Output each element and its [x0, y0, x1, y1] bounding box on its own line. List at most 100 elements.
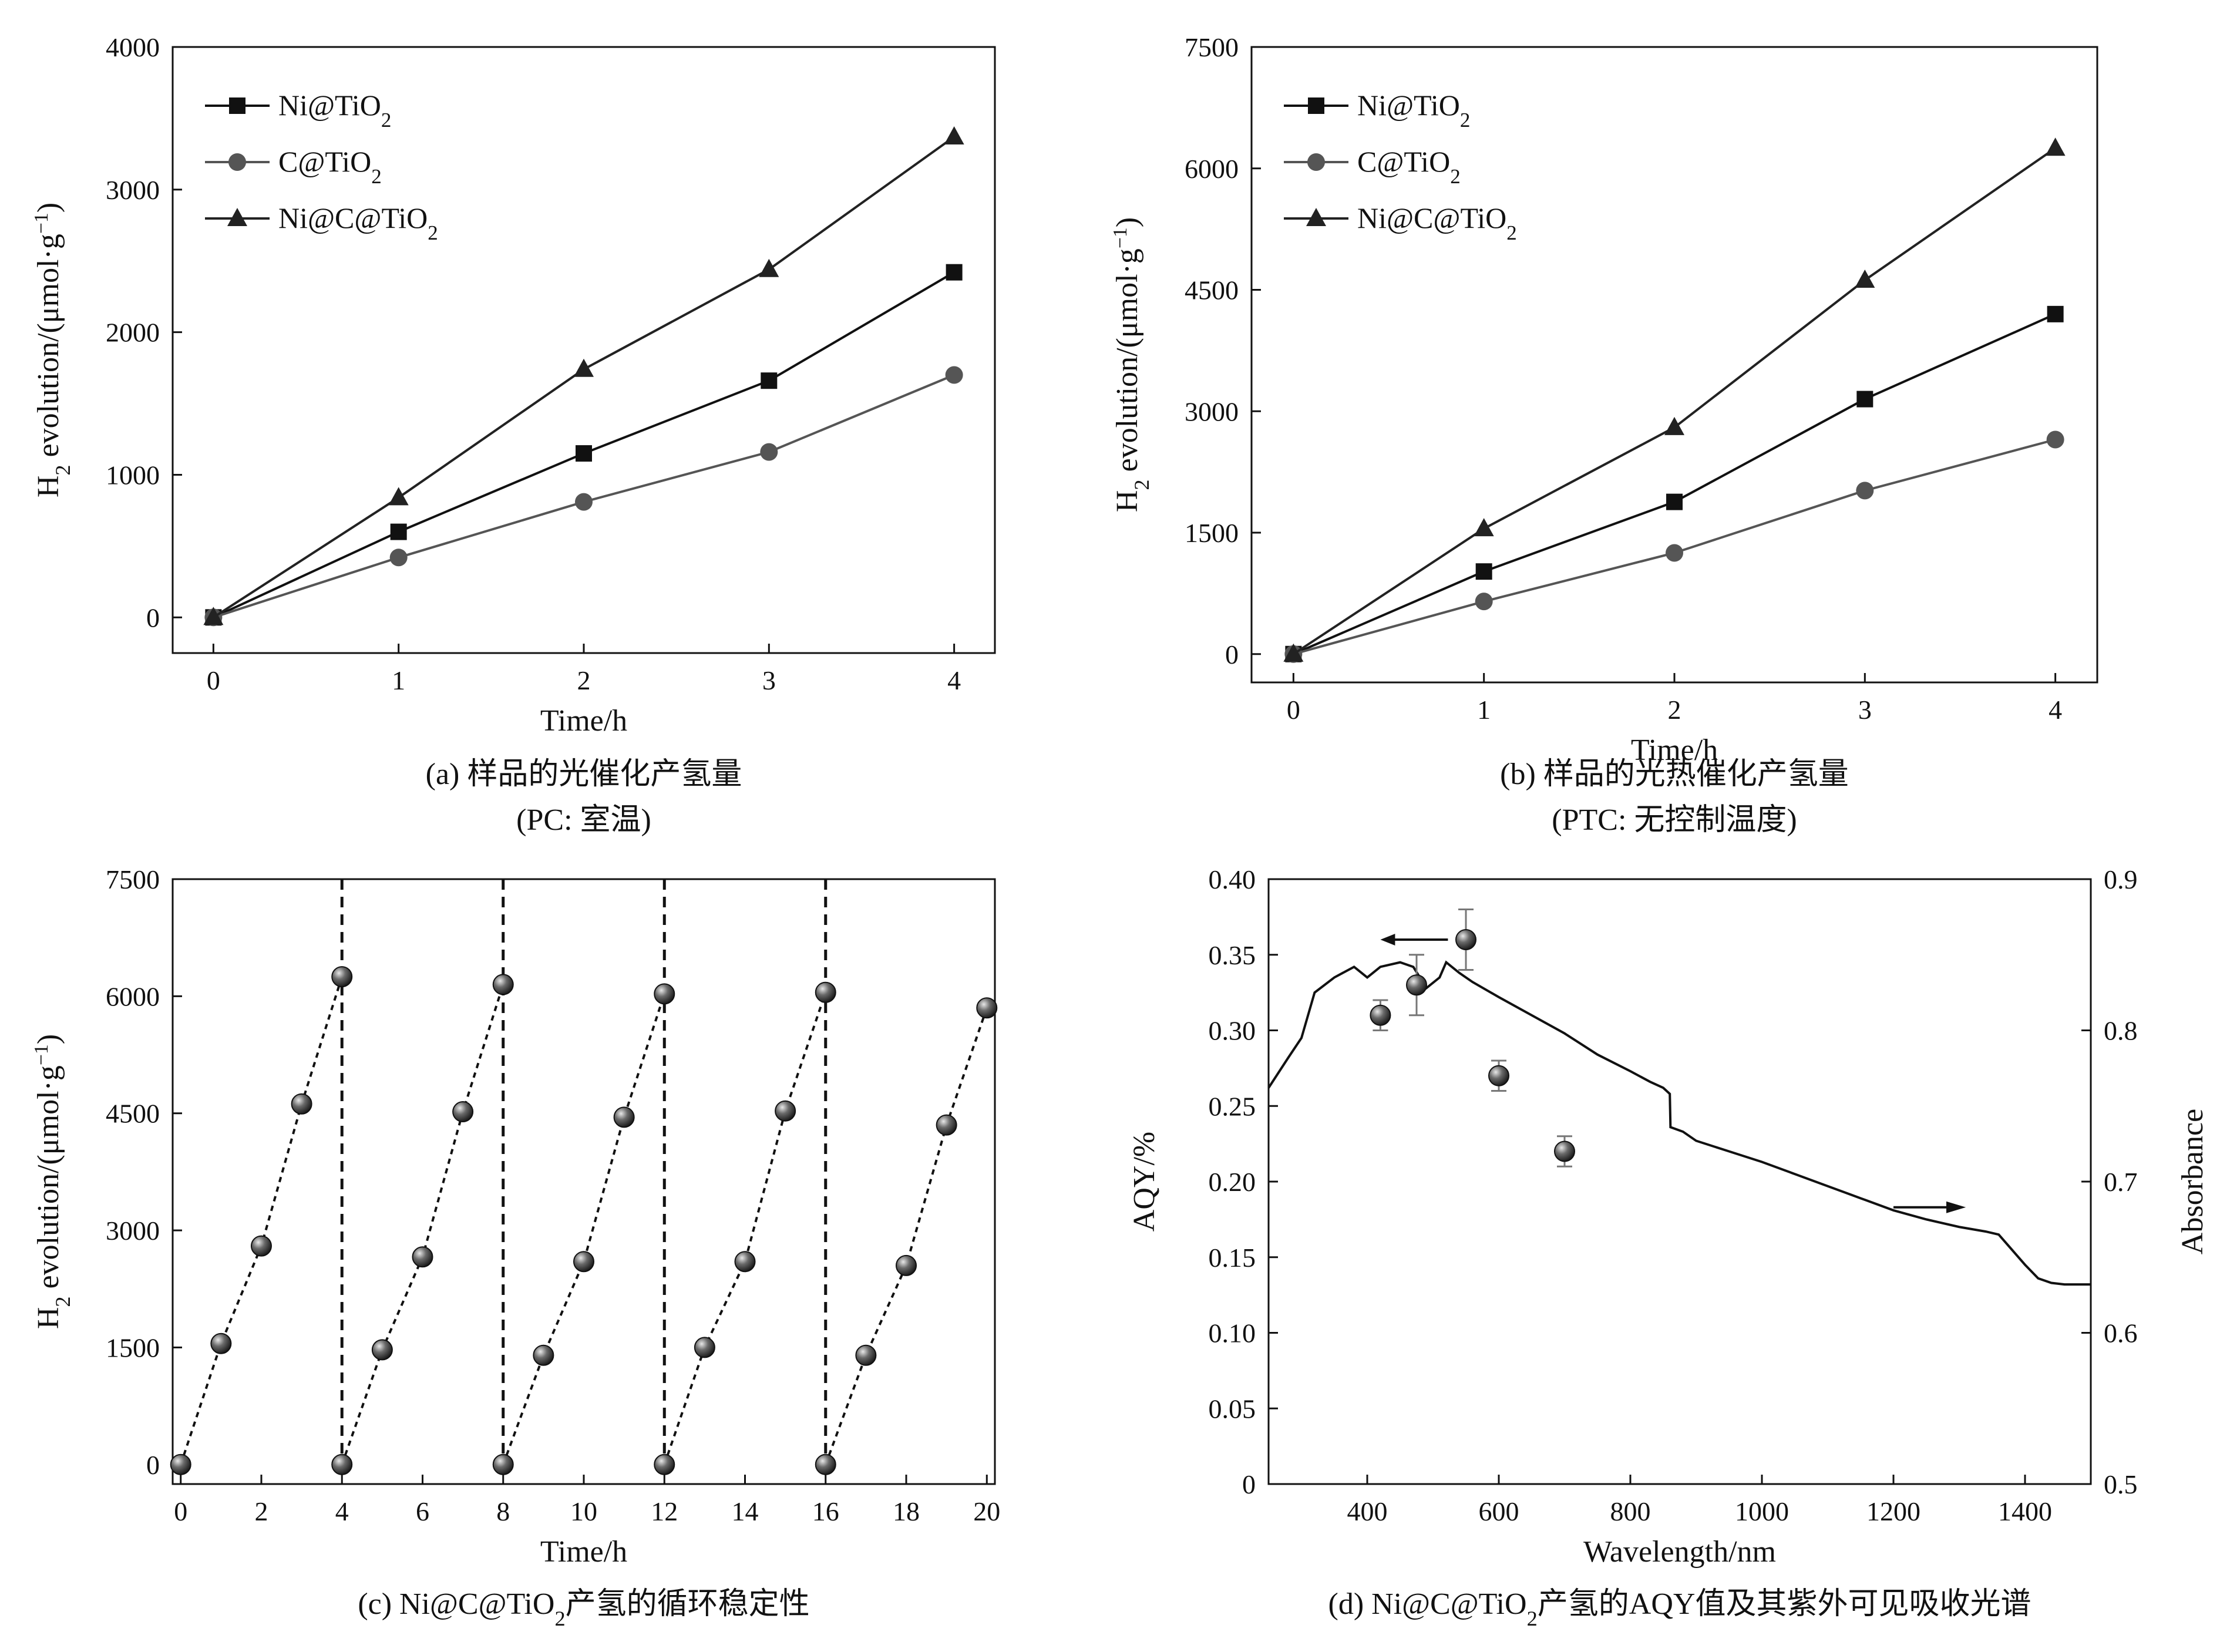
cycle-data-point: [331, 966, 353, 988]
panel-c: 0 2 4 6 8 10 12 14 16 18 20 0 1500 3000 4500 6000 7500 Ti…: [31, 864, 1001, 1630]
x-tick-label: 18: [893, 1496, 920, 1526]
cycle-data-point: [291, 1093, 312, 1115]
panel-caption-condition: (PTC: 无控制温度): [1552, 803, 1797, 837]
aqy-data-point: [1370, 1004, 1391, 1026]
y2-tick-label: 0.8: [2104, 1016, 2138, 1046]
y-tick-label: 0.20: [1209, 1167, 1256, 1197]
cycle-data-point: [855, 1344, 877, 1366]
legend-marker: [1308, 97, 1324, 114]
y-tick-label: 0.35: [1209, 940, 1256, 970]
x-tick-label: 0: [1287, 695, 1300, 725]
data-point-Ni@TiO2: [1666, 493, 1683, 510]
panel-caption: (d) Ni@C@TiO2产氢的AQY值及其紫外可见吸收光谱: [1328, 1587, 2031, 1630]
cycle-data-point: [492, 974, 514, 995]
cycle-data-point: [371, 1339, 393, 1361]
y-tick-label: 1500: [1185, 518, 1239, 548]
cycle-data-point: [613, 1106, 635, 1128]
legend-label: Ni@C@TiO2: [278, 201, 438, 244]
y-tick-label: 6000: [106, 981, 160, 1011]
plot-frame: [1267, 878, 2092, 1485]
x-tick-label: 2: [577, 665, 591, 695]
data-point-Ni@C@TiO2: [944, 126, 964, 144]
absorbance-curve: [1267, 960, 2091, 1286]
panel-b: 0 1 2 3 4 0 1500 3000 4500 6000 7500 Time/h H2 evolu…: [1109, 32, 2098, 837]
legend-label: Ni@TiO2: [278, 89, 391, 132]
legend-label: C@TiO2: [1357, 145, 1461, 188]
cycle-data-point: [815, 1454, 836, 1475]
data-point-C@TiO2: [1475, 593, 1493, 611]
y-tick-label: 1500: [106, 1333, 160, 1362]
y-axis-label: AQY/%: [1128, 1132, 1161, 1232]
x-tick-label: 1200: [1866, 1496, 1920, 1526]
cycle-data-point: [452, 1101, 474, 1123]
data-point-Ni@TiO2: [2047, 305, 2064, 322]
y-tick-label: 0: [1242, 1469, 1256, 1499]
panel-caption: (c) Ni@C@TiO2产氢的循环稳定性: [358, 1587, 809, 1630]
data-point-Ni@TiO2: [946, 264, 963, 281]
cycle-data-point: [170, 1454, 191, 1475]
cycle-data-point: [331, 1454, 353, 1475]
panel-caption-condition: (PC: 室温): [516, 803, 651, 837]
data-point-Ni@TiO2: [390, 523, 407, 540]
y-tick-label: 0: [1225, 640, 1239, 669]
left-axis-arrow: [1380, 934, 1448, 946]
aqy-data-point: [1455, 929, 1476, 950]
x-tick-label: 1: [1477, 695, 1491, 725]
x-tick-label: 2: [1668, 695, 1681, 725]
x-tick-label: 8: [496, 1496, 510, 1526]
cycle-data-point: [976, 997, 998, 1019]
data-point-Ni@C@TiO2: [1283, 643, 1304, 662]
data-point-C@TiO2: [760, 443, 778, 461]
x-axis-label: Time/h: [1631, 734, 1718, 767]
x-axis-label: Time/h: [540, 704, 627, 738]
plot-frame: [171, 46, 996, 654]
y2-tick-label: 0.9: [2104, 864, 2138, 894]
series-line-Ni@TiO2: [213, 271, 955, 619]
panel-d: 400 600 800 1000 1200 1400 0 0.05 0.10 0.15 0.20 0.…: [1128, 864, 2209, 1630]
data-point-Ni@C@TiO2: [759, 258, 779, 277]
y-tick-label: 4500: [1185, 275, 1239, 305]
data-point-Ni@C@TiO2: [1855, 269, 1875, 288]
data-point-Ni@TiO2: [576, 445, 592, 462]
cycle-line-1: [179, 976, 344, 1465]
y-tick-label: 0.30: [1209, 1016, 1256, 1046]
y-tick-label: 7500: [106, 864, 160, 894]
y2-tick-label: 0.6: [2104, 1318, 2138, 1348]
x-tick-label: 3: [1858, 695, 1872, 725]
panel-caption: (a) 样品的光催化产氢量: [426, 758, 742, 791]
data-point-Ni@TiO2: [1475, 563, 1492, 580]
legend-marker: [1306, 208, 1326, 226]
y-tick-label: 0.05: [1209, 1394, 1256, 1424]
cycle-data-point: [815, 981, 836, 1003]
plot-frame: [1250, 46, 2098, 684]
plot-frame: [171, 878, 996, 1485]
legend-marker: [1307, 153, 1325, 171]
y-tick-label: 4000: [106, 32, 160, 62]
x-tick-label: 4: [335, 1496, 349, 1526]
data-point-Ni@C@TiO2: [1664, 416, 1684, 435]
data-point-Ni@TiO2: [761, 372, 778, 389]
x-tick-label: 3: [762, 665, 776, 695]
y-axis-label: H2 evolution/(μmol·g−1): [31, 1034, 75, 1329]
legend-label: Ni@TiO2: [1357, 89, 1470, 132]
cycle-data-point: [936, 1114, 957, 1136]
series-line-Ni@TiO2: [1293, 313, 2056, 655]
data-point-Ni@C@TiO2: [2045, 137, 2066, 156]
x-tick-label: 4: [947, 665, 961, 695]
data-point-C@TiO2: [2046, 430, 2064, 449]
y-tick-label: 3000: [1185, 396, 1239, 426]
cycle-data-point: [210, 1333, 232, 1354]
cycle-data-point: [533, 1344, 554, 1366]
cycle-line-4: [663, 992, 827, 1465]
legend-marker: [227, 208, 247, 226]
cycle-data-point: [654, 1454, 675, 1475]
cycle-data-point: [412, 1246, 433, 1268]
cycle-line-5: [824, 1007, 988, 1465]
data-point-Ni@C@TiO2: [1474, 518, 1494, 537]
data-point-C@TiO2: [389, 549, 408, 567]
data-point-C@TiO2: [1856, 482, 1874, 500]
y-tick-label: 1000: [106, 460, 160, 490]
aqy-data-point: [1554, 1140, 1575, 1162]
x-tick-label: 800: [1610, 1496, 1651, 1526]
y-tick-label: 4500: [106, 1099, 160, 1129]
